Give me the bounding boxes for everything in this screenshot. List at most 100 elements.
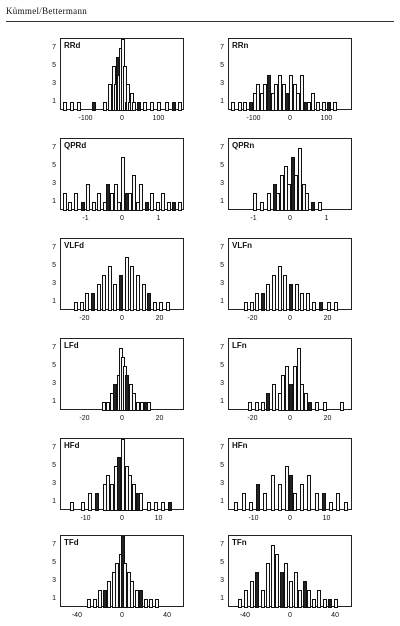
x-tick-label: 0 [288, 315, 292, 322]
plot-frame: LFd [60, 338, 184, 411]
x-tick-label: 0 [120, 215, 124, 222]
histogram-bar [314, 493, 319, 511]
histogram-bar [290, 157, 295, 211]
histogram-qprn: QPRn 1 3 5 7 -1 0 1 [206, 138, 352, 229]
histogram-bar [277, 266, 282, 311]
plot-frame: HFd [60, 438, 185, 511]
histogram-bar [252, 93, 257, 111]
x-tick-label: 100 [320, 115, 333, 122]
histogram-bar [287, 184, 292, 211]
histogram-bar [272, 184, 277, 211]
plot-frame: LFn [228, 338, 352, 411]
histogram-bar [311, 599, 316, 608]
histogram-bar [147, 402, 152, 411]
histogram-bar [248, 502, 253, 511]
histogram-bar [139, 184, 144, 211]
y-tick-label: 3 [52, 80, 56, 87]
histogram-bar [102, 275, 107, 311]
histogram-bar [343, 502, 348, 511]
histogram-bar [248, 102, 253, 111]
y-tick-label: 3 [52, 380, 56, 387]
histogram-bar [310, 202, 315, 211]
histogram-bar [334, 599, 339, 608]
histogram-bar [124, 193, 129, 211]
histogram-bar [259, 202, 264, 211]
histogram-bar [267, 75, 272, 111]
x-tick-label: 0 [288, 515, 292, 522]
histogram-bar [292, 84, 297, 111]
histogram-bar [131, 175, 136, 211]
histogram-bar [107, 266, 112, 311]
bar-series [229, 39, 353, 111]
running-header: Kümmel/Bettermann [6, 6, 88, 16]
histogram-bar [105, 402, 110, 411]
x-tick-label: 10 [322, 515, 331, 522]
histogram-bar [152, 302, 157, 311]
y-tick-label: 3 [220, 80, 224, 87]
histogram-bar [80, 502, 85, 511]
y-tick-label: 5 [220, 162, 224, 169]
chart-title: TFn [232, 538, 247, 547]
y-tick-label: 5 [220, 62, 224, 69]
histogram-bar [144, 202, 149, 211]
y-tick-label: 1 [52, 98, 56, 105]
histogram-bar [302, 581, 307, 608]
histogram-bar [272, 384, 277, 411]
y-tick-label: 1 [220, 498, 224, 505]
histogram-bar [272, 275, 277, 311]
histogram-bar [97, 193, 102, 211]
y-tick-label: 3 [220, 380, 224, 387]
histogram-hfd: HFd 1 3 5 7 -10 0 10 [38, 438, 184, 529]
histogram-bar [102, 102, 107, 111]
histogram-bar [119, 275, 124, 311]
y-tick-label: 3 [52, 480, 56, 487]
histogram-bar [161, 193, 166, 211]
histogram-bar [321, 493, 326, 511]
bar-series [61, 439, 185, 511]
plot-frame: RRd [60, 38, 184, 111]
histogram-bar [142, 102, 147, 111]
x-tick-label: 1 [324, 215, 329, 222]
y-tick-label: 7 [52, 444, 56, 451]
histogram-qprd: QPRd 1 3 5 7 -1 0 1 [38, 138, 184, 229]
histogram-bar [260, 590, 265, 608]
histogram-bar [87, 599, 92, 608]
chart-title: VLFn [232, 241, 252, 250]
histogram-bar [90, 293, 95, 311]
bar-series [229, 139, 353, 211]
histogram-bar [252, 193, 257, 211]
histogram-rrd: RRd 1 3 5 7 -100 0 100 [38, 38, 184, 129]
histogram-bar [128, 475, 133, 511]
histogram-bar [102, 402, 107, 411]
plot-frame: VLFn [228, 238, 352, 311]
histogram-bar [172, 102, 177, 111]
x-tick-label: 40 [163, 612, 171, 619]
chart-title: RRn [232, 41, 249, 50]
histogram-bar [91, 102, 96, 111]
plot-frame: QPRd [60, 138, 184, 211]
plot-frame: RRn [228, 38, 353, 111]
y-tick-label: 5 [52, 262, 56, 269]
x-tick-label: 20 [155, 315, 164, 322]
histogram-bar [108, 84, 113, 111]
histogram-bar [69, 502, 74, 511]
chart-title: QPRd [64, 141, 87, 150]
histogram-bar [130, 266, 135, 311]
histogram-bar [106, 184, 111, 211]
histogram-bar [88, 493, 93, 511]
histogram-bar [172, 202, 177, 211]
histogram-bar [79, 302, 84, 311]
histogram-bar [289, 75, 293, 111]
histogram-bar [143, 402, 148, 411]
histogram-bar [322, 402, 327, 411]
histogram-bar [158, 302, 163, 311]
histogram-bar [166, 302, 171, 311]
x-tick-label: 0 [120, 315, 124, 322]
histogram-tfd: TFd 1 3 5 7 -40 0 40 [38, 535, 184, 626]
histogram-bar [310, 93, 315, 111]
histogram-bar [110, 484, 115, 511]
histogram-bar [255, 402, 260, 411]
x-tick-label: -100 [246, 115, 261, 122]
chart-title: LFn [232, 341, 247, 350]
histogram-bar [106, 475, 111, 511]
